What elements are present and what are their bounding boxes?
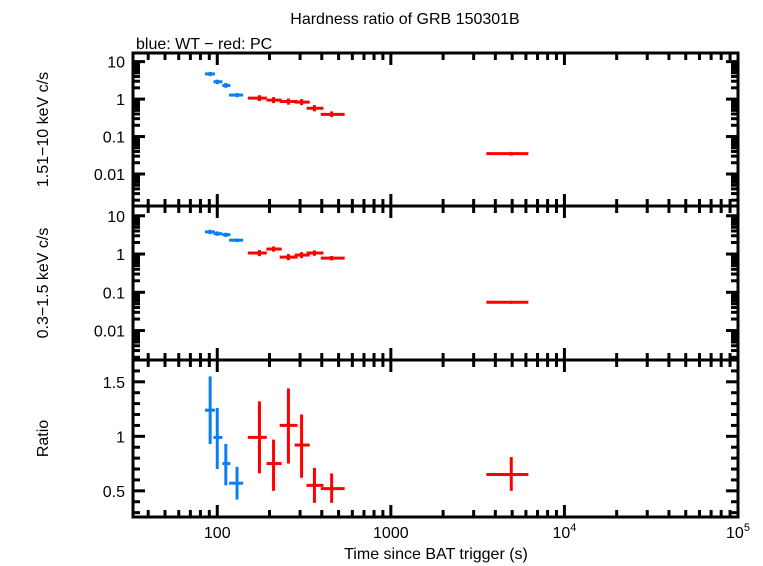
x-axis-label: Time since BAT trigger (s) xyxy=(344,546,528,563)
y-axis-label: 0.3−1.5 keV c/s xyxy=(35,228,52,339)
x-tick-label: 100 xyxy=(204,525,231,542)
chart-title: Hardness ratio of GRB 150301B xyxy=(290,11,519,28)
x-tick-label: 105 xyxy=(726,522,750,542)
x-tick-label: 104 xyxy=(552,522,576,542)
panel-frame xyxy=(131,204,740,362)
y-tick-label: 0.5 xyxy=(103,484,125,501)
y-tick-label: 10 xyxy=(107,55,125,72)
y-tick-label: 10 xyxy=(107,209,125,226)
y-tick-label: 1 xyxy=(116,247,125,264)
panel-frame xyxy=(131,358,740,519)
y-tick-label: 1.5 xyxy=(103,375,125,392)
y-axis-label: Ratio xyxy=(35,420,52,457)
y-tick-label: 0.01 xyxy=(94,324,125,341)
y-tick-label: 0.1 xyxy=(103,285,125,302)
panel-frame xyxy=(131,51,740,208)
y-axis-label: 1.51−10 keV c/s xyxy=(35,72,52,187)
chart-subtitle: blue: WT − red: PC xyxy=(136,36,272,53)
y-tick-label: 0.01 xyxy=(94,167,125,184)
y-tick-label: 0.1 xyxy=(103,130,125,147)
y-tick-label: 1 xyxy=(116,92,125,109)
y-tick-label: 1 xyxy=(116,429,125,446)
x-tick-label: 1000 xyxy=(373,525,409,542)
